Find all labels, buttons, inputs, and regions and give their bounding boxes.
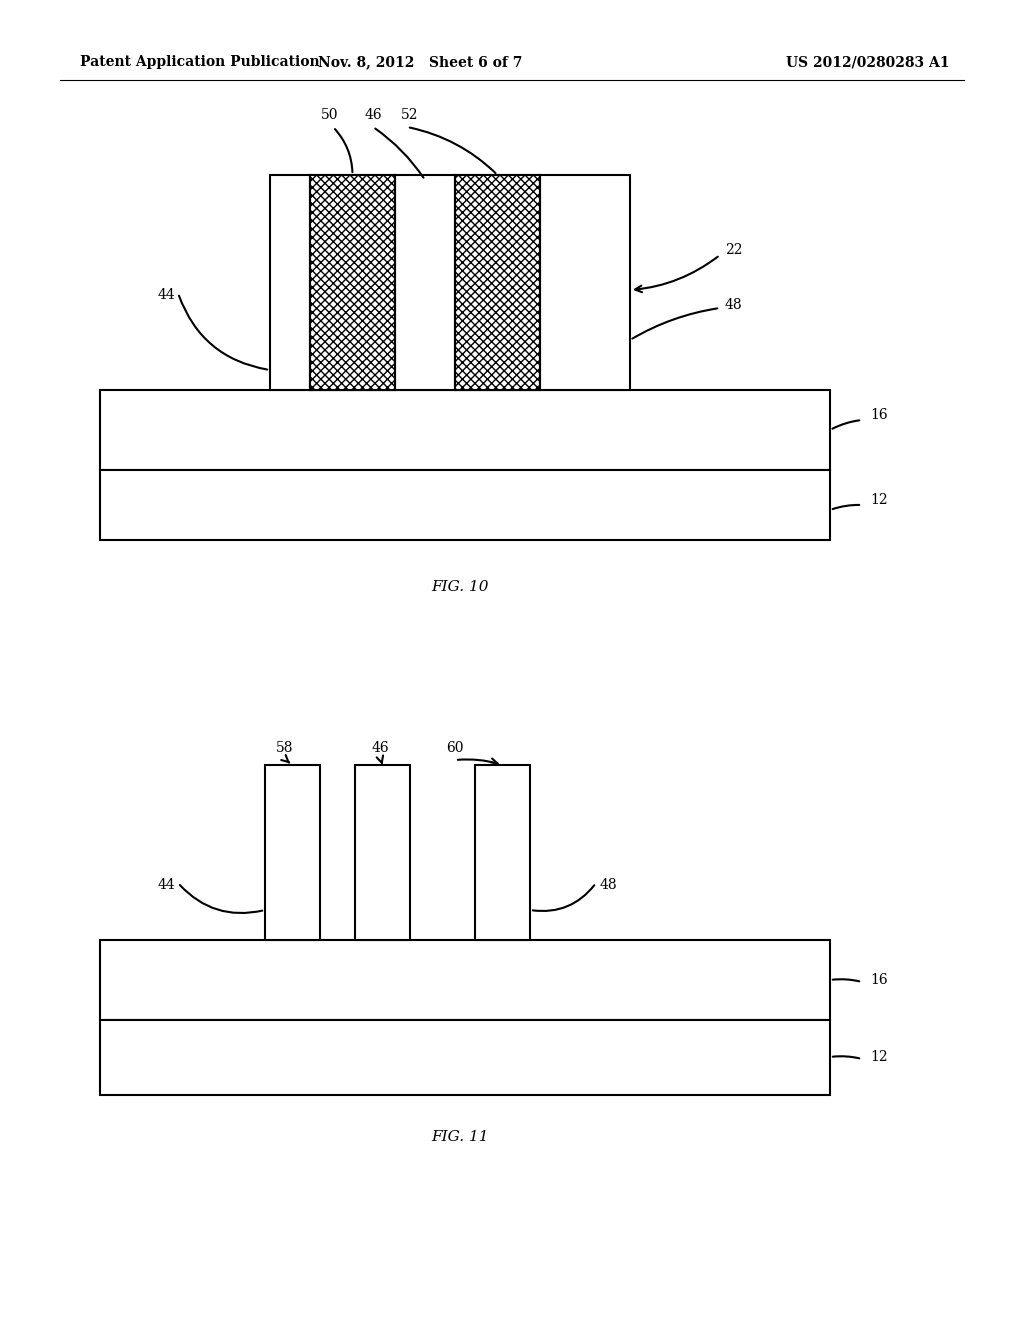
Text: 48: 48 [725,298,742,312]
Text: FIG. 11: FIG. 11 [431,1130,488,1144]
Text: 58: 58 [276,741,294,755]
Text: US 2012/0280283 A1: US 2012/0280283 A1 [786,55,950,69]
Text: 52: 52 [401,108,419,121]
Text: 22: 22 [725,243,742,257]
Bar [100,470,830,540]
Text: 16: 16 [870,408,888,422]
Text: 50: 50 [322,108,339,121]
Text: 12: 12 [870,492,888,507]
Text: 12: 12 [870,1049,888,1064]
Text: 44: 44 [158,878,175,892]
Text: Nov. 8, 2012   Sheet 6 of 7: Nov. 8, 2012 Sheet 6 of 7 [317,55,522,69]
Text: FIG. 10: FIG. 10 [431,579,488,594]
Text: 60: 60 [446,741,464,755]
Bar [265,766,319,940]
Text: 48: 48 [600,878,617,892]
Text: 16: 16 [870,973,888,987]
Bar [100,940,830,1020]
Bar [270,176,630,389]
Bar [475,766,530,940]
Bar [355,766,410,940]
Bar [455,176,540,389]
Text: 46: 46 [365,108,382,121]
Bar [100,389,830,470]
Text: Patent Application Publication: Patent Application Publication [80,55,319,69]
Bar [100,1020,830,1096]
Text: 46: 46 [371,741,389,755]
Text: 44: 44 [158,288,175,302]
Bar [310,176,395,389]
